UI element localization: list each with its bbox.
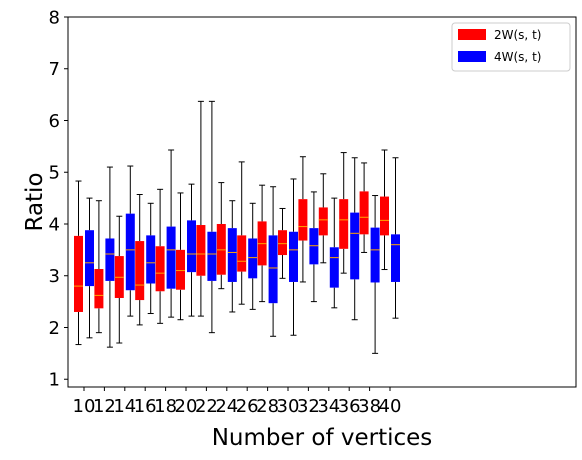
box-4w: [391, 157, 400, 319]
box-body: [339, 199, 349, 249]
box-4w: [227, 200, 237, 313]
legend: 2W(s, t) 4W(s, t): [451, 22, 571, 72]
legend-swatch-2w: [458, 29, 486, 40]
box-4w: [146, 202, 156, 315]
box-body: [105, 238, 115, 281]
box-2w: [380, 149, 389, 271]
x-tick-label: 16: [134, 396, 157, 417]
x-tick-label: 22: [195, 396, 218, 417]
box-body: [248, 238, 258, 279]
y-tick-label: 6: [49, 111, 60, 132]
box-body: [187, 220, 196, 273]
y-tick-label: 1: [49, 370, 60, 391]
x-tick-label: 36: [338, 396, 361, 417]
x-tick-label: 34: [317, 396, 340, 417]
box-body: [318, 207, 328, 236]
box-body: [370, 227, 380, 283]
box-body: [268, 235, 278, 304]
box-4w: [125, 165, 135, 317]
y-tick-label: 2: [49, 318, 60, 339]
box-4w: [329, 197, 339, 309]
box-4w: [370, 195, 380, 354]
box-body: [380, 196, 389, 236]
box-body: [166, 226, 176, 289]
box-4w: [248, 202, 258, 310]
x-tick-label: 20: [175, 396, 198, 417]
box-4w: [268, 186, 278, 337]
y-axis-label: Ratio: [22, 172, 48, 231]
x-tick-label: 24: [215, 396, 238, 417]
y-tick-label: 7: [49, 59, 60, 80]
box-body: [135, 241, 145, 301]
x-tick-label: 32: [297, 396, 320, 417]
y-tick-label: 8: [49, 8, 60, 29]
box-4w: [105, 166, 115, 348]
box-2w: [237, 161, 247, 305]
box-body: [329, 247, 339, 288]
box-body: [289, 231, 298, 282]
box-4w: [166, 149, 176, 318]
x-tick-label: 40: [379, 396, 402, 417]
box-series-group: [74, 100, 400, 354]
box-2w: [339, 152, 349, 274]
box-body: [94, 269, 104, 309]
box-body: [125, 213, 135, 291]
box-2w: [278, 207, 287, 279]
x-tick-label: 30: [277, 396, 300, 417]
box-2w: [94, 200, 104, 334]
box-body: [237, 235, 247, 272]
x-tick-label: 12: [93, 396, 116, 417]
box-2w: [298, 156, 308, 283]
box-body: [350, 212, 360, 280]
box-2w: [318, 173, 328, 264]
box-2w: [257, 184, 267, 303]
box-body: [74, 235, 83, 312]
y-axis-ticks: 1 2 3 4 5 6 7 8: [49, 8, 68, 391]
legend-swatch-4w: [458, 51, 486, 62]
x-tick-label: 14: [113, 396, 136, 417]
box-body: [146, 235, 156, 284]
y-tick-label: 3: [49, 266, 60, 287]
box-body: [278, 230, 287, 256]
x-axis-label: Number of vertices: [212, 425, 433, 451]
box-body: [391, 234, 400, 282]
box-2w: [359, 162, 369, 253]
box-4w: [85, 197, 94, 339]
box-body: [196, 225, 206, 276]
y-tick-label: 5: [49, 163, 60, 184]
plot-frame: [67, 16, 577, 388]
legend-label-4w: 4W(s, t): [494, 50, 541, 64]
box-body: [207, 231, 217, 281]
box-body: [359, 191, 369, 235]
box-4w: [350, 157, 360, 321]
x-tick-label: 10: [73, 396, 96, 417]
box-body: [155, 246, 165, 292]
x-tick-label: 26: [236, 396, 259, 417]
box-2w: [135, 193, 145, 326]
legend-label-2w: 2W(s, t): [494, 28, 541, 42]
box-4w: [187, 183, 196, 317]
box-4w: [289, 178, 298, 336]
box-2w: [114, 215, 124, 344]
y-tick-label: 4: [49, 214, 60, 235]
x-tick-label: 28: [256, 396, 279, 417]
box-body: [309, 228, 319, 265]
box-2w: [216, 182, 226, 290]
box-4w: [309, 191, 319, 303]
box-4w: [207, 100, 217, 334]
box-2w: [74, 180, 83, 346]
x-tick-label: 38: [358, 396, 381, 417]
box-2w: [176, 192, 185, 321]
box-body: [227, 228, 237, 282]
box-body: [216, 223, 226, 275]
box-body: [176, 249, 185, 290]
box-2w: [155, 188, 165, 324]
box-body: [298, 199, 308, 241]
box-body: [85, 230, 94, 287]
x-tick-label: 18: [154, 396, 177, 417]
box-2w: [196, 100, 206, 317]
